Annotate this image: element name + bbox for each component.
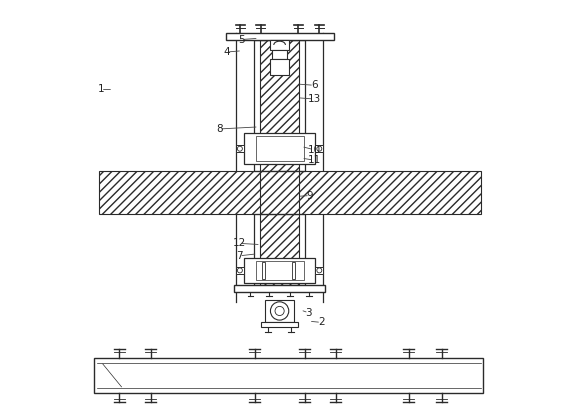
Circle shape <box>237 268 242 273</box>
Bar <box>315 145 324 152</box>
Bar <box>254 40 305 171</box>
Bar <box>262 262 265 279</box>
Text: 4: 4 <box>223 47 230 57</box>
Bar <box>244 133 315 164</box>
Text: 12: 12 <box>233 238 246 248</box>
Circle shape <box>270 302 289 320</box>
Bar <box>235 145 244 152</box>
Bar <box>226 33 334 40</box>
Text: 3: 3 <box>306 308 312 318</box>
Circle shape <box>237 146 242 151</box>
Bar <box>270 59 289 75</box>
Bar <box>244 258 315 283</box>
Text: 11: 11 <box>307 155 321 165</box>
Text: 10: 10 <box>307 145 321 155</box>
Text: 13: 13 <box>307 94 321 104</box>
Bar <box>315 267 324 274</box>
Bar <box>272 50 287 59</box>
Bar <box>99 171 481 214</box>
Bar <box>234 285 325 292</box>
Bar <box>261 322 298 327</box>
Bar <box>235 267 244 274</box>
Bar <box>260 171 299 214</box>
Text: 9: 9 <box>307 191 313 201</box>
Bar <box>256 261 303 280</box>
Text: 6: 6 <box>311 80 317 90</box>
Bar <box>95 358 484 393</box>
Circle shape <box>317 146 322 151</box>
Text: 5: 5 <box>238 35 245 45</box>
Bar <box>260 214 299 285</box>
Bar <box>270 40 289 50</box>
Text: 8: 8 <box>216 124 223 134</box>
Text: 7: 7 <box>236 251 242 261</box>
Text: 2: 2 <box>318 317 325 327</box>
Bar <box>254 214 305 285</box>
Circle shape <box>317 268 322 273</box>
Bar <box>292 262 295 279</box>
Bar <box>256 136 303 161</box>
Bar <box>265 300 294 322</box>
Bar <box>260 40 299 171</box>
Text: 1: 1 <box>97 84 104 94</box>
